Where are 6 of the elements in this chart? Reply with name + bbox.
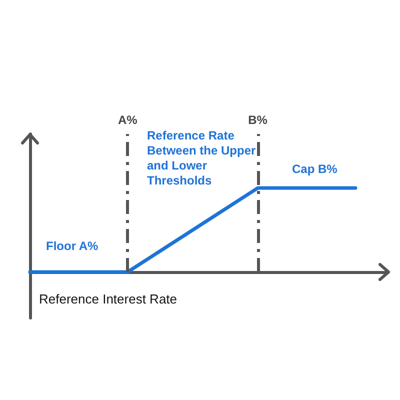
- x-tick-label: B%: [248, 113, 268, 127]
- text: Reference Rate Between the Upper and Lower Thresholds: [147, 128, 260, 188]
- text: Cap B%: [292, 162, 338, 176]
- annotation: Floor A%: [46, 239, 99, 253]
- x-tick-label: A%: [118, 113, 138, 127]
- x-axis-title: Reference Interest Rate: [39, 292, 178, 306]
